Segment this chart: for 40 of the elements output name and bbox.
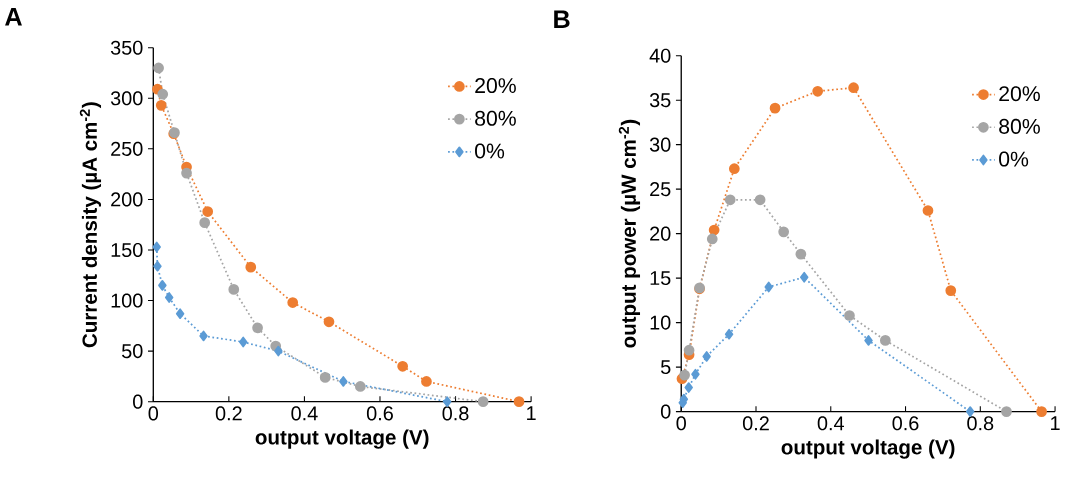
y-tick-label: 150 — [111, 242, 143, 257]
y-tick-label: 35 — [649, 93, 671, 108]
y-tick-label: 100 — [111, 293, 143, 308]
legend-label: 0% — [999, 151, 1029, 167]
x-tick-label: 0.8 — [442, 406, 469, 421]
x-tick-label: 0.2 — [742, 416, 769, 431]
y-tick-label: 5 — [660, 360, 671, 374]
y-tick-label: 300 — [110, 91, 143, 106]
x-tick-label: 0.2 — [215, 406, 242, 421]
chart-title: B — [554, 10, 570, 28]
y-tick-label: 50 — [121, 344, 143, 359]
x-tick-label: 0.4 — [291, 406, 318, 421]
x-axis-title: output voltage (V) — [255, 429, 429, 449]
y-tick-label: 20 — [650, 226, 671, 241]
y-axis-title: Current density (µA cm$^{-2}$) — [79, 102, 102, 348]
y-tick-label: 15 — [650, 271, 671, 286]
legend-label: 20% — [475, 78, 516, 94]
y-tick-label: 30 — [649, 137, 671, 152]
legend-label: 0% — [475, 143, 505, 159]
x-tick-label: 1 — [1051, 416, 1060, 430]
legend-label: 20% — [999, 86, 1040, 102]
legend-label: 80% — [999, 118, 1040, 134]
y-tick-label: 350 — [110, 40, 143, 55]
x-tick-label: 0.8 — [967, 416, 994, 431]
x-tick-label: 1 — [527, 406, 536, 420]
x-tick-label: 0.6 — [366, 406, 393, 421]
x-tick-label: 0 — [676, 416, 686, 431]
y-tick-label: 10 — [650, 315, 671, 330]
y-tick-label: 200 — [111, 192, 143, 207]
y-tick-label: 0 — [133, 394, 143, 409]
y-axis-title: output power (µW cm$^{-2}$) — [618, 119, 641, 348]
y-tick-label: 25 — [650, 182, 671, 197]
x-axis-title: output voltage (V) — [781, 439, 955, 459]
legend-label: 80% — [475, 110, 516, 126]
x-tick-label: 0.4 — [817, 416, 845, 431]
y-tick-label: 40 — [649, 48, 671, 63]
chart-title: A — [5, 8, 22, 26]
y-tick-label: 250 — [111, 141, 143, 156]
x-tick-label: 0 — [148, 406, 159, 421]
x-tick-label: 0.6 — [892, 416, 919, 431]
